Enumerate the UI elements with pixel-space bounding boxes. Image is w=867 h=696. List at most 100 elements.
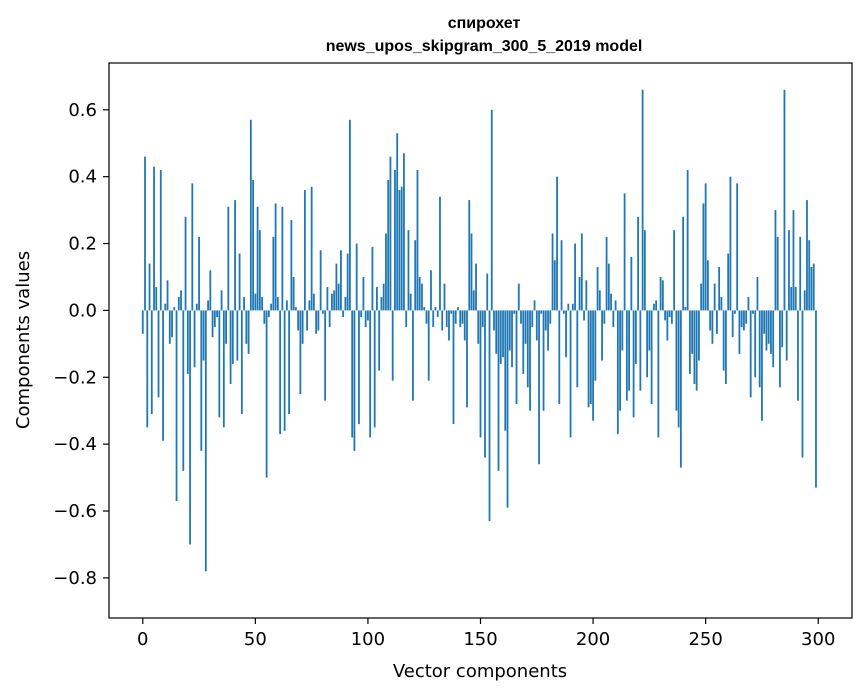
bar-170 — [524, 310, 527, 344]
bar-25 — [198, 236, 200, 311]
bar-220 — [637, 216, 640, 311]
bar-161 — [504, 310, 507, 431]
bar-241 — [684, 307, 687, 311]
bar-176 — [538, 310, 540, 465]
bar-225 — [648, 310, 651, 351]
bar-165 — [513, 310, 516, 314]
bar-114 — [398, 190, 401, 311]
bar-254 — [713, 283, 716, 311]
bar-13 — [171, 310, 173, 338]
bar-139 — [454, 310, 457, 324]
bar-214 — [623, 193, 626, 311]
bar-294 — [803, 290, 806, 311]
bar-174 — [533, 300, 536, 311]
bar-297 — [810, 266, 813, 311]
bar-221 — [639, 310, 642, 391]
y-tick-label: −0.2 — [53, 367, 97, 388]
bar-177 — [540, 310, 543, 314]
bar-128 — [430, 270, 432, 311]
bar-10 — [164, 303, 167, 311]
bar-282 — [776, 236, 779, 311]
bar-218 — [632, 310, 635, 418]
bar-134 — [443, 283, 446, 311]
bar-187 — [562, 310, 565, 314]
bar-226 — [650, 310, 653, 405]
bar-22 — [191, 183, 194, 311]
bar-80 — [321, 310, 324, 314]
bar-249 — [702, 203, 705, 311]
bar-164 — [511, 310, 513, 368]
bar-268 — [745, 310, 748, 324]
bar-202 — [596, 266, 599, 311]
bar-111 — [391, 310, 394, 381]
bar-223 — [643, 230, 646, 311]
bar-5 — [153, 166, 155, 311]
bar-98 — [362, 276, 365, 311]
bar-7 — [157, 310, 160, 398]
bar-81 — [324, 310, 327, 401]
bar-144 — [466, 310, 468, 408]
x-axis-label: Vector components — [393, 661, 567, 682]
x-axis-ticks: 0 50 100 150 200 250 300 — [137, 618, 835, 650]
bar-65 — [288, 310, 291, 415]
bar-62 — [281, 206, 284, 311]
bar-217 — [630, 256, 633, 311]
bar-273 — [756, 276, 759, 311]
bar-160 — [502, 310, 504, 358]
bar-184 — [556, 176, 558, 311]
bar-245 — [693, 310, 696, 384]
bar-27 — [202, 310, 205, 361]
bar-252 — [709, 310, 712, 331]
bar-283 — [779, 310, 781, 388]
bar-205 — [603, 310, 606, 324]
bar-6 — [155, 287, 158, 311]
bar-103 — [373, 310, 376, 428]
y-tick-label: −0.4 — [53, 434, 97, 455]
bar-148 — [475, 263, 477, 311]
bar-230 — [659, 276, 662, 311]
bar-209 — [612, 310, 615, 328]
bar-178 — [542, 310, 545, 411]
bar-232 — [664, 310, 667, 321]
bar-12 — [168, 310, 171, 344]
bar-280 — [772, 310, 775, 368]
bar-172 — [529, 310, 531, 411]
bar-47 — [247, 310, 250, 354]
bar-279 — [770, 310, 772, 354]
bar-203 — [598, 290, 601, 311]
chart-title-line1: спирохет — [448, 15, 521, 32]
bar-299 — [815, 310, 817, 488]
bar-136 — [448, 310, 450, 341]
bar-60 — [276, 297, 279, 311]
bar-260 — [727, 253, 730, 311]
bar-101 — [369, 310, 372, 438]
bar-298 — [812, 263, 815, 311]
bar-127 — [427, 310, 430, 381]
bar-171 — [526, 310, 529, 388]
bar-84 — [331, 293, 333, 311]
bar-110 — [389, 156, 392, 311]
bar-219 — [634, 310, 637, 364]
bar-180 — [547, 310, 549, 351]
bar-191 — [571, 303, 574, 311]
bar-188 — [565, 310, 567, 358]
bar-129 — [432, 310, 435, 328]
bar-42 — [236, 310, 239, 361]
bar-238 — [677, 310, 680, 428]
bar-1 — [144, 156, 146, 311]
bar-74 — [308, 300, 311, 311]
bar-234 — [668, 310, 671, 318]
bar-76 — [312, 293, 315, 311]
bar-259 — [725, 310, 727, 384]
bar-55 — [265, 310, 268, 478]
bar-237 — [675, 310, 678, 411]
bar-28 — [204, 310, 207, 572]
bar-200 — [592, 310, 594, 421]
bar-131 — [436, 310, 439, 318]
bar-117 — [405, 310, 408, 328]
chart-title-line2: news_upos_skipgram_300_5_2019 model — [326, 38, 643, 55]
bar-132 — [439, 196, 441, 311]
bar-150 — [479, 310, 482, 438]
bar-40 — [231, 310, 234, 364]
bar-97 — [360, 310, 363, 318]
